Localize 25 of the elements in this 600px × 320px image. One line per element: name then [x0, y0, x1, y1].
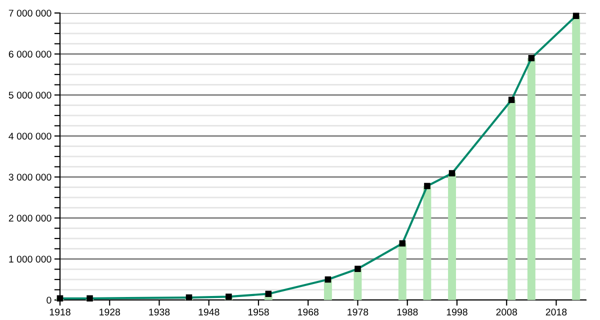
- y-tick-label: 4 000 000: [8, 132, 52, 140]
- bar: [448, 173, 456, 300]
- y-tick-label: 1 000 000: [9, 256, 52, 263]
- bar: [572, 16, 580, 300]
- y-tick-label: 3 000 000: [8, 174, 52, 181]
- x-tick-label: 1918: [50, 308, 70, 316]
- x-tick-label: 1958: [248, 308, 269, 316]
- y-tick-label: 5 000 000: [8, 92, 52, 99]
- x-tick-label: 1928: [100, 308, 120, 316]
- x-tick-label: 1948: [198, 308, 220, 316]
- x-tick-label: 2008: [496, 308, 517, 316]
- x-tick-label: 2018: [546, 308, 567, 316]
- y-tick-label: 0: [46, 296, 52, 304]
- y-tick-label: 7 000 000: [8, 10, 52, 17]
- x-tick-label: 1938: [149, 308, 170, 316]
- y-tick-label: 6 000 000: [8, 50, 52, 58]
- x-tick-label: 1998: [446, 308, 468, 316]
- bar: [508, 100, 516, 300]
- bar: [527, 58, 536, 300]
- x-tick-label: 1978: [348, 308, 368, 316]
- x-tick-label: 1968: [298, 308, 319, 316]
- bar: [423, 186, 432, 300]
- bar: [398, 243, 406, 300]
- x-tick-label: 1988: [397, 308, 418, 316]
- y-tick-label: 2 000 000: [8, 214, 52, 222]
